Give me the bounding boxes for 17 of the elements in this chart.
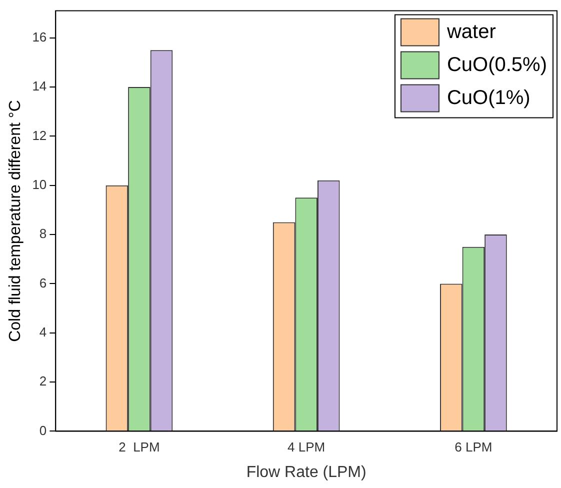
x-axis-title: Flow Rate (LPM) bbox=[246, 464, 366, 481]
y-tick-label: 14 bbox=[32, 78, 47, 94]
y-tick-label: 6 bbox=[39, 275, 47, 290]
y-tick-label: 10 bbox=[32, 176, 47, 192]
legend-label: CuO(1%) bbox=[446, 86, 530, 109]
y-tick-label: 16 bbox=[32, 29, 47, 44]
y-axis-title: Cold fluid temperature different °C bbox=[7, 100, 24, 342]
y-tick-label: 2 bbox=[39, 374, 47, 389]
y-tick-label: 12 bbox=[32, 128, 47, 143]
y-tick-label: 0 bbox=[39, 422, 47, 438]
x-tick-label: 2 LPM bbox=[118, 440, 160, 455]
legend-label: CuO(0.5%) bbox=[446, 54, 547, 76]
x-tick-label: 4 LPM bbox=[288, 440, 326, 455]
y-tick-label: 8 bbox=[39, 226, 47, 242]
y-tick-label: 4 bbox=[39, 324, 47, 340]
legend-label: water bbox=[446, 20, 496, 43]
x-tick-label: 6 LPM bbox=[454, 440, 492, 455]
